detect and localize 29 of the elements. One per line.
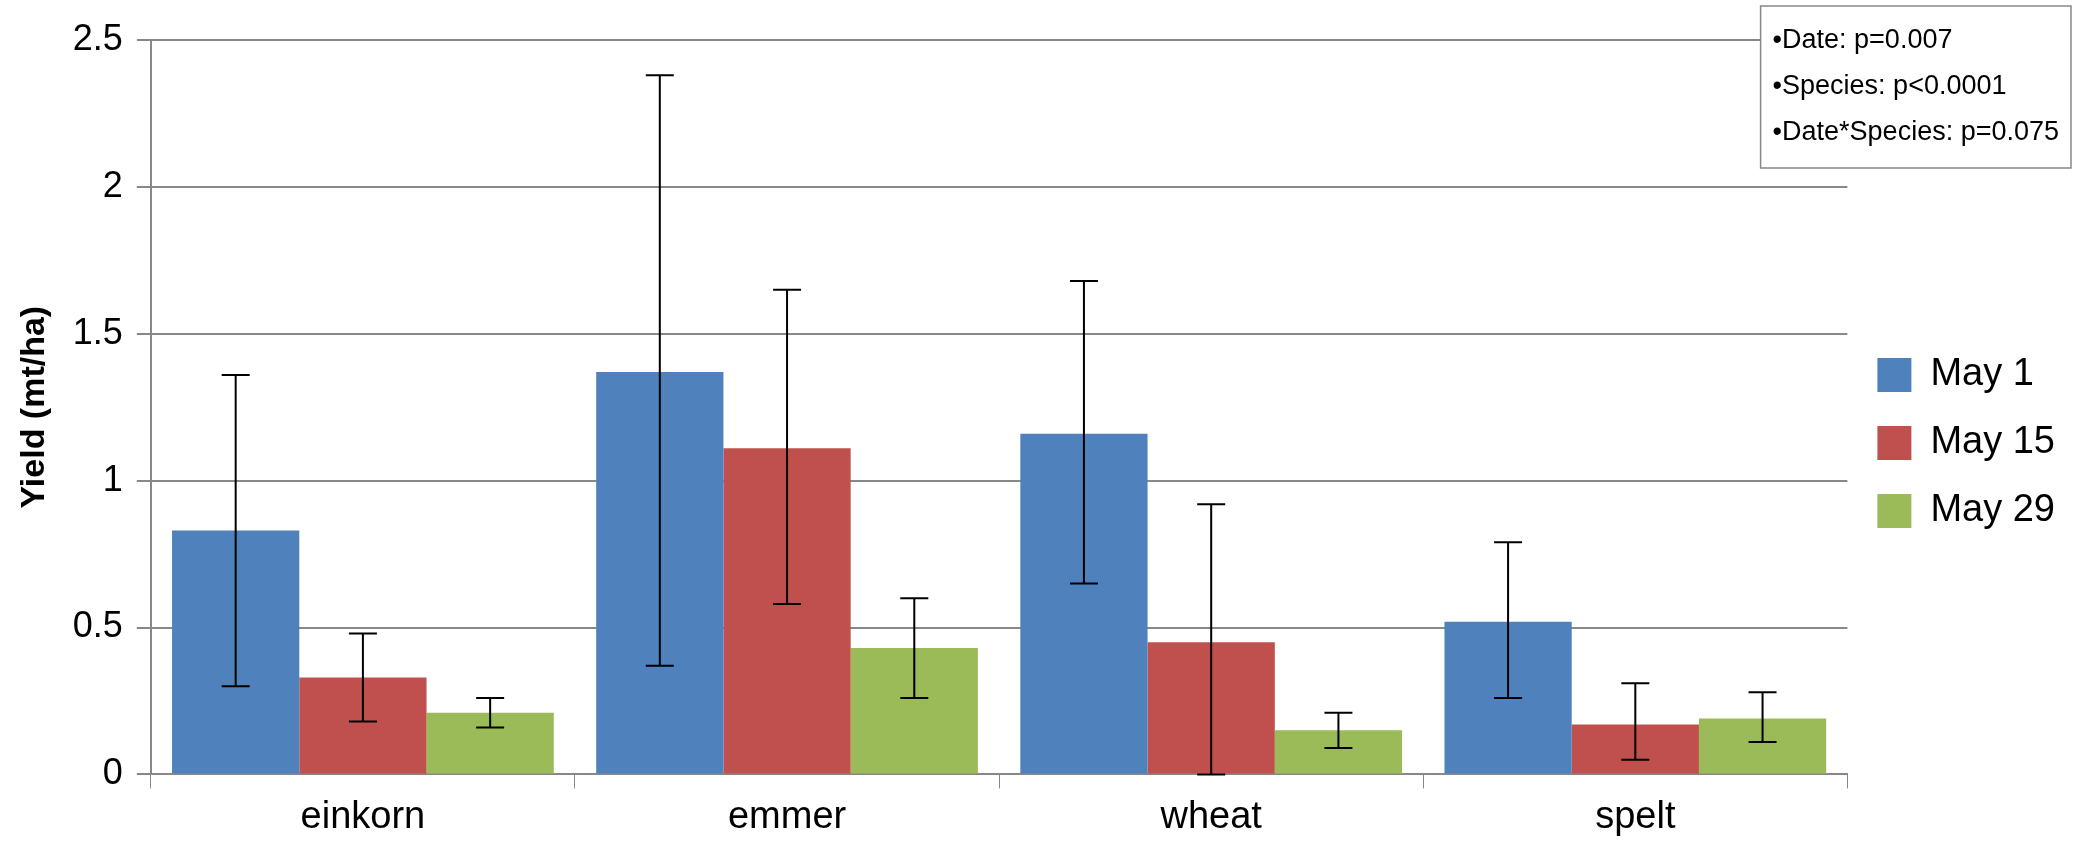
bar — [723, 448, 851, 774]
x-tick-label: wheat — [1159, 793, 1263, 836]
bar — [1274, 730, 1403, 774]
x-tick-label: emmer — [727, 793, 847, 836]
bar — [1698, 718, 1827, 774]
y-tick-label: 0 — [102, 751, 123, 793]
annotation: •Species: p<0.0001 — [1772, 70, 2007, 101]
bar — [596, 371, 724, 774]
bar — [850, 648, 978, 774]
y-tick-label: 0.5 — [72, 604, 123, 646]
bar — [172, 530, 300, 774]
x-tick-label: spelt — [1595, 793, 1676, 836]
bar — [426, 712, 554, 774]
legend-label: May 1 — [1930, 351, 2034, 394]
legend-label: May 29 — [1930, 487, 2056, 530]
y-axis-title: Yield (mt/ha) — [12, 305, 51, 509]
annotation: •Date: p=0.007 — [1772, 24, 1953, 55]
y-tick-label: 2.5 — [72, 16, 123, 58]
y-tick-label: 2 — [102, 163, 123, 205]
bar — [1147, 642, 1275, 774]
legend-label: May 15 — [1930, 419, 2056, 462]
bar — [299, 677, 427, 774]
annotation: •Date*Species: p=0.075 — [1772, 116, 2060, 147]
y-tick-label: 1.5 — [72, 310, 123, 352]
bar — [1571, 724, 1699, 774]
x-tick-label: einkorn — [300, 793, 426, 836]
bar — [1444, 621, 1572, 774]
y-tick-label: 1 — [102, 457, 123, 499]
bar — [1020, 433, 1148, 774]
